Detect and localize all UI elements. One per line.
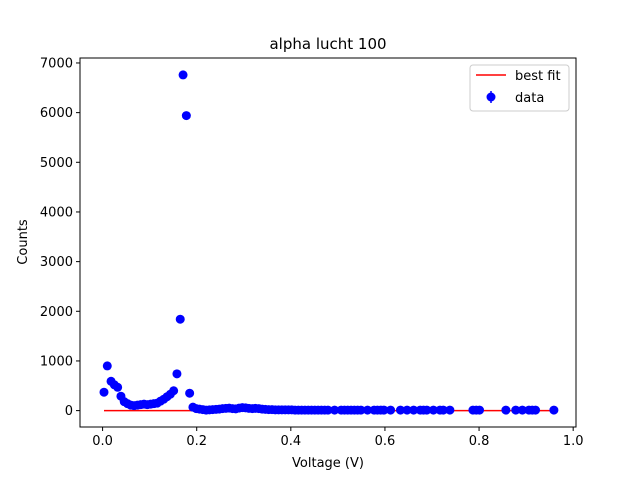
data-point — [99, 387, 109, 397]
data-point — [178, 70, 188, 80]
plot-area — [80, 58, 576, 427]
data-point — [428, 405, 438, 415]
data-point — [356, 405, 366, 415]
data-point — [172, 369, 182, 379]
data-point — [102, 361, 112, 371]
legend-data-swatch — [486, 92, 496, 102]
y-axis-ticks: 0 1000 2000 3000 4000 5000 6000 7000 — [40, 56, 80, 419]
y-tick-label: 3000 — [40, 255, 73, 270]
data-point — [438, 405, 448, 415]
data-point — [169, 386, 179, 396]
data-point — [409, 405, 419, 415]
y-tick-label: 1000 — [40, 354, 73, 369]
data-point — [395, 405, 405, 415]
legend: best fit data — [469, 64, 570, 112]
y-tick-label: 5000 — [40, 156, 73, 171]
x-tick-label: 0.2 — [186, 434, 207, 449]
data-point — [113, 382, 123, 392]
data-point — [379, 405, 389, 415]
data-point — [185, 388, 195, 398]
data-point — [511, 405, 521, 415]
data-point — [517, 405, 527, 415]
y-tick-label: 4000 — [40, 205, 73, 220]
data-point — [175, 314, 185, 324]
y-tick-label: 7000 — [40, 56, 73, 71]
y-tick-label: 2000 — [40, 305, 73, 320]
data-point — [402, 405, 412, 415]
data-point — [323, 405, 333, 415]
chart-title: alpha lucht 100 — [269, 35, 386, 53]
legend-data-label: data — [515, 91, 544, 106]
legend-best-fit-label: best fit — [515, 69, 561, 84]
data-point — [501, 405, 511, 415]
data-point — [531, 405, 541, 415]
x-tick-label: 0.8 — [469, 434, 490, 449]
data-point — [330, 405, 340, 415]
data-point — [549, 405, 559, 415]
data-point — [363, 405, 373, 415]
y-axis-label: Counts — [16, 219, 31, 265]
plot-frame — [79, 57, 577, 428]
data-point — [475, 405, 485, 415]
data-point — [181, 111, 191, 121]
x-tick-label: 0.0 — [92, 434, 113, 449]
x-tick-label: 0.6 — [375, 434, 396, 449]
data-point — [445, 405, 455, 415]
x-tick-label: 0.4 — [280, 434, 301, 449]
y-tick-label: 0 — [65, 404, 73, 419]
x-tick-label: 1.0 — [563, 434, 584, 449]
data-point — [386, 405, 396, 415]
legend-frame — [469, 64, 570, 112]
x-axis-label: Voltage (V) — [292, 456, 364, 471]
data-marks — [99, 70, 559, 415]
data-point — [422, 405, 432, 415]
y-tick-label: 6000 — [40, 106, 73, 121]
x-axis-ticks: 0.0 0.2 0.4 0.6 0.8 1.0 — [92, 427, 584, 449]
